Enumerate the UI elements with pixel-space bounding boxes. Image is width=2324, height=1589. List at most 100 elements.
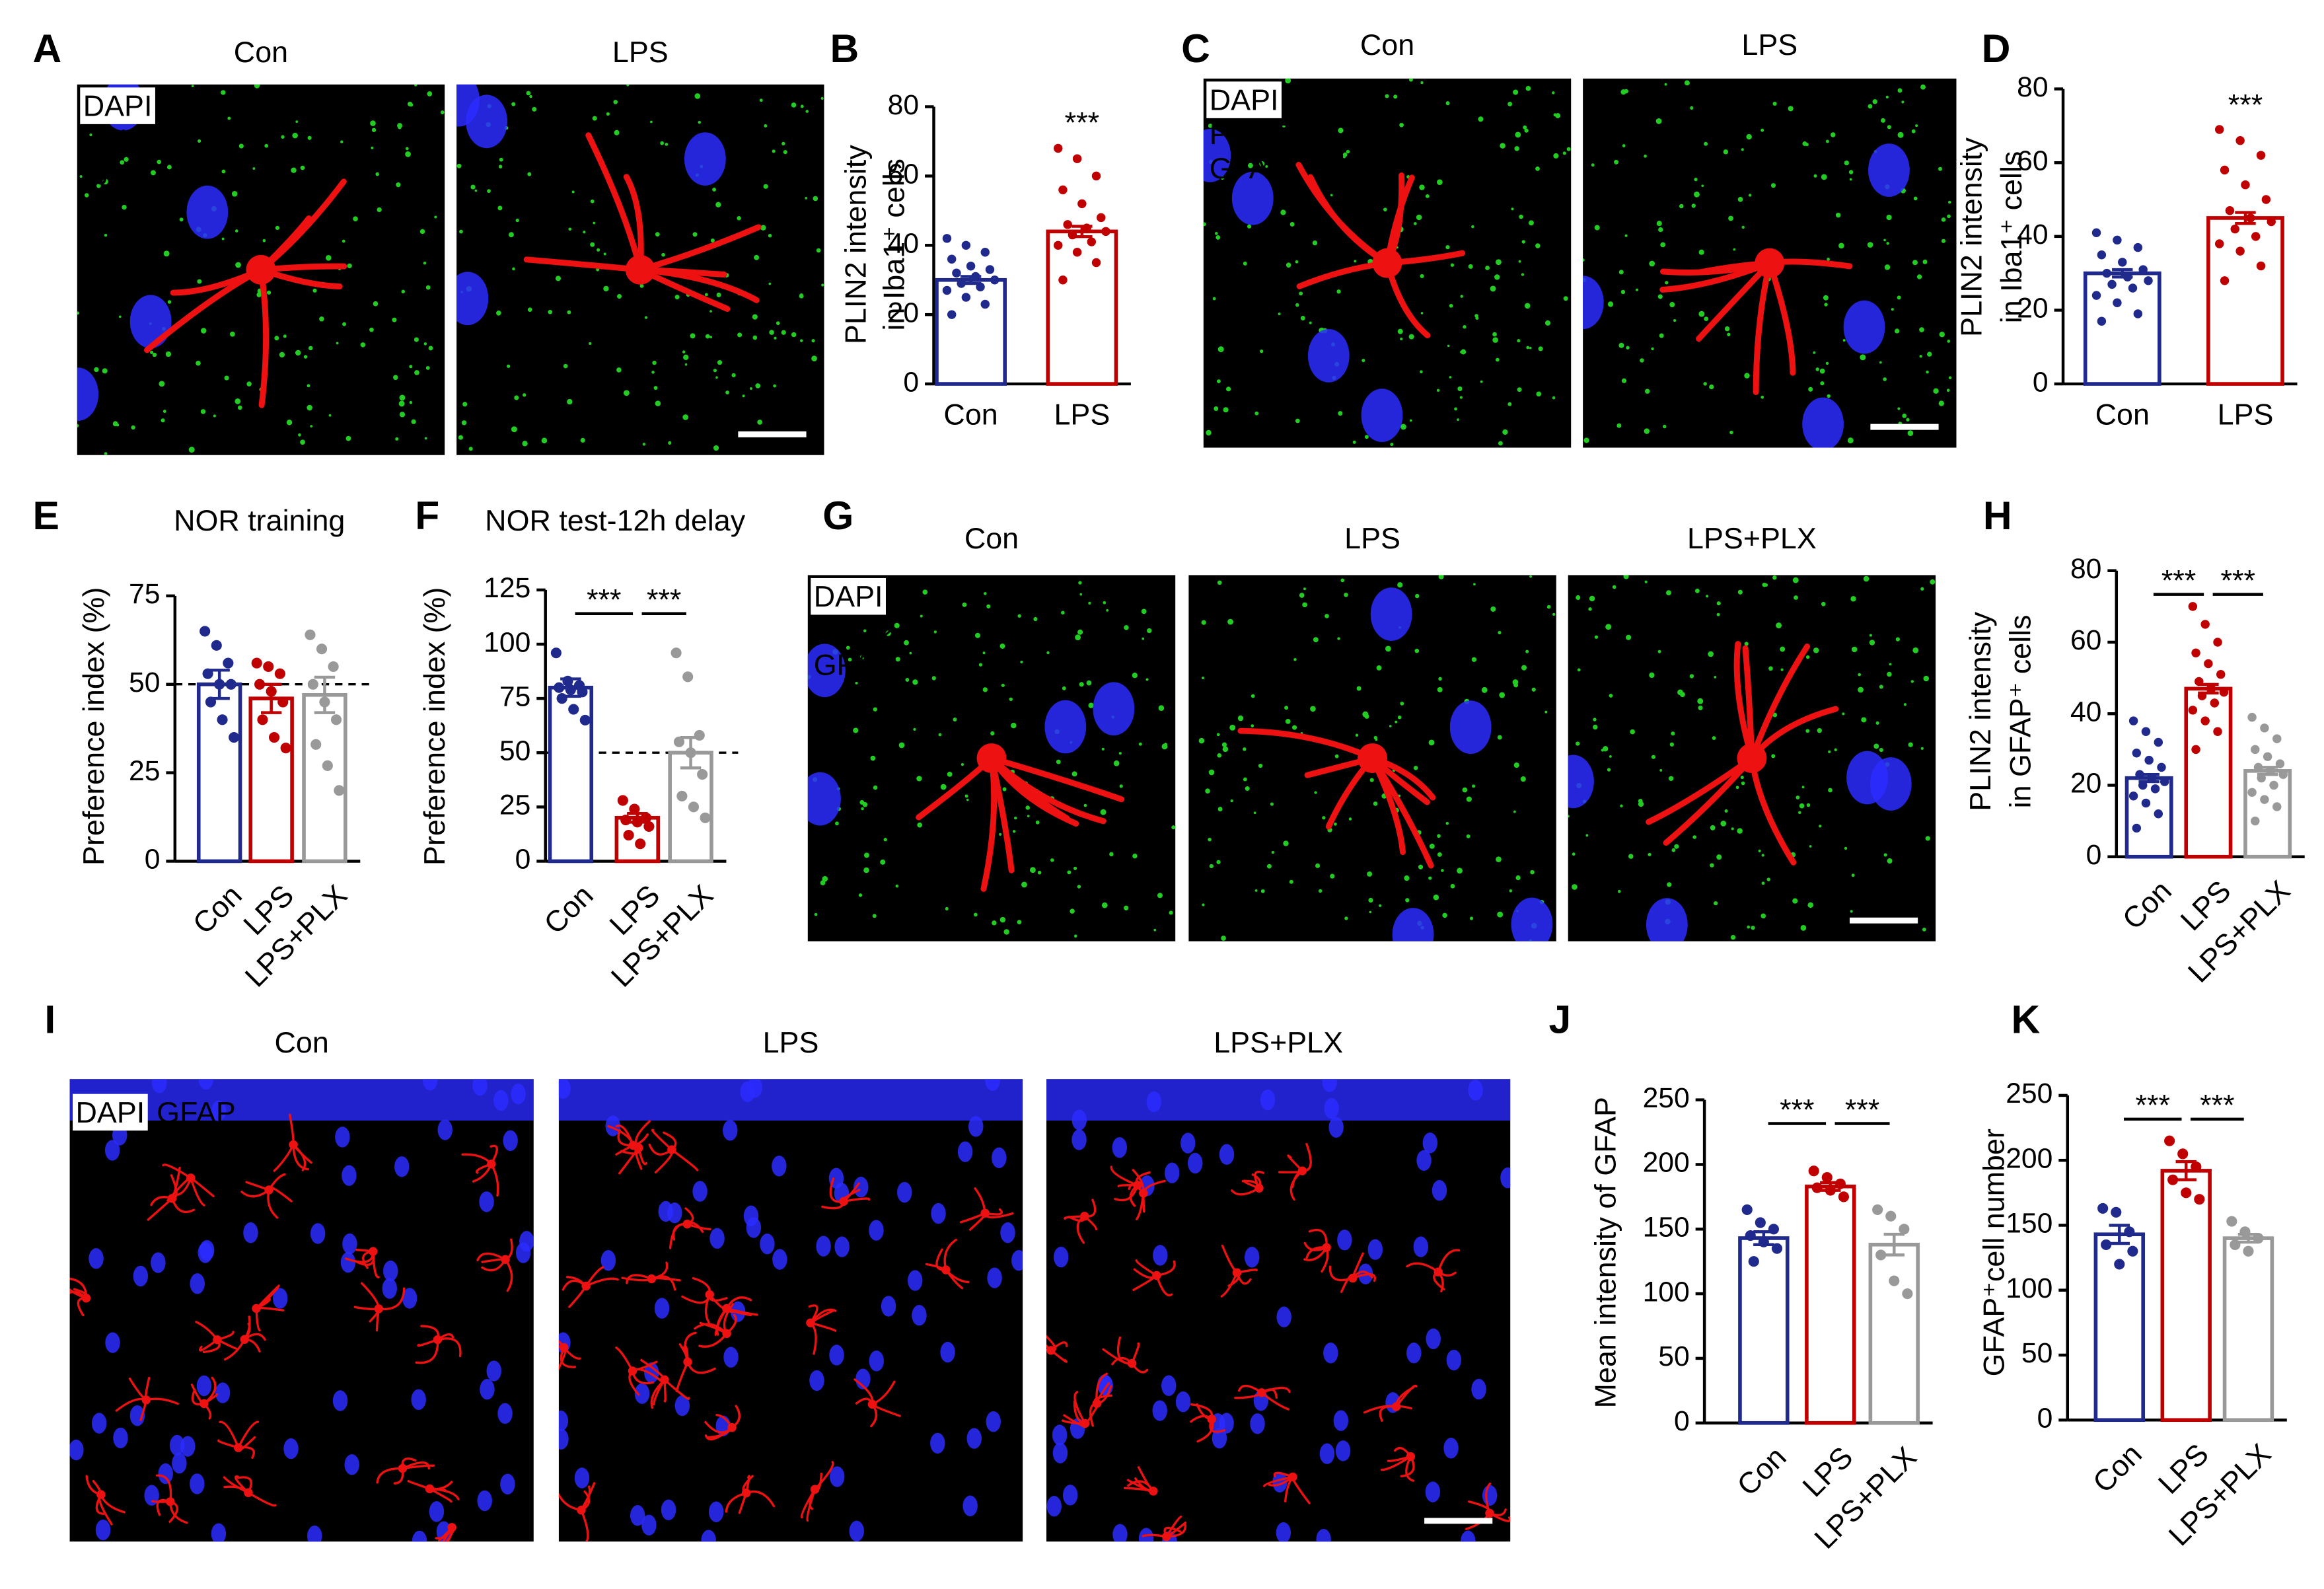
puncta	[1813, 647, 1819, 653]
x-tick-label: Con	[2086, 1437, 2148, 1499]
puncta	[1428, 739, 1435, 746]
puncta	[487, 189, 491, 194]
puncta	[532, 106, 537, 112]
nucleus	[272, 1288, 288, 1309]
soma	[1434, 1267, 1443, 1276]
data-point	[961, 293, 971, 302]
puncta	[1521, 240, 1525, 244]
puncta	[1438, 677, 1442, 681]
nucleus	[723, 1120, 738, 1141]
data-point	[2124, 1226, 2135, 1238]
data-point	[2157, 762, 2166, 772]
puncta	[165, 351, 172, 357]
puncta	[336, 342, 339, 345]
puncta	[1848, 170, 1854, 174]
puncta	[1887, 125, 1891, 129]
data-point	[952, 268, 961, 277]
puncta	[754, 254, 760, 260]
data-point	[568, 704, 579, 715]
puncta	[360, 342, 366, 348]
puncta	[1419, 184, 1425, 190]
puncta	[254, 84, 260, 89]
data-point	[640, 812, 652, 823]
soma	[628, 1140, 638, 1150]
nucleus	[283, 1438, 299, 1460]
channel-label: DAPI	[83, 89, 153, 123]
significance-label: ***	[2221, 564, 2255, 597]
puncta	[962, 602, 967, 607]
soma	[234, 1443, 243, 1452]
data-point	[673, 736, 685, 747]
soma	[141, 1395, 151, 1405]
puncta	[1106, 609, 1109, 612]
nucleus	[1392, 908, 1434, 942]
puncta	[983, 592, 987, 595]
puncta	[1920, 84, 1926, 90]
puncta	[870, 755, 876, 761]
data-point	[2154, 737, 2163, 747]
nucleus	[760, 1234, 775, 1255]
puncta	[1813, 174, 1817, 178]
nucleus	[1370, 587, 1412, 641]
puncta	[1747, 925, 1751, 929]
puncta	[1221, 936, 1226, 941]
bar	[2243, 769, 2292, 859]
puncta	[682, 414, 689, 420]
puncta	[821, 283, 824, 287]
puncta	[529, 94, 532, 98]
puncta	[509, 232, 514, 238]
data-point	[1838, 1191, 1849, 1202]
data-point	[2097, 250, 2107, 260]
puncta	[597, 248, 600, 252]
y-tick-label: 50	[499, 735, 530, 766]
cell-layer	[558, 1079, 1023, 1121]
puncta	[1208, 769, 1215, 776]
channel-label-box	[811, 577, 886, 615]
nucleus	[422, 1079, 438, 1091]
puncta	[1524, 303, 1531, 309]
soma	[213, 1335, 222, 1345]
puncta	[742, 394, 745, 398]
data-point	[2235, 246, 2245, 256]
soma	[264, 1185, 273, 1195]
nucleus	[634, 1383, 650, 1404]
puncta	[1344, 593, 1348, 597]
puncta	[1933, 388, 1939, 394]
puncta	[1077, 629, 1083, 635]
puncta	[1694, 191, 1700, 198]
data-point	[1811, 1182, 1823, 1193]
puncta	[163, 410, 166, 414]
puncta	[1692, 835, 1696, 839]
puncta	[1851, 646, 1858, 653]
nucleus	[912, 1305, 927, 1326]
process	[651, 1128, 673, 1151]
puncta	[440, 110, 445, 114]
soma	[581, 1281, 591, 1291]
nucleus	[1333, 1410, 1349, 1431]
nucleus	[574, 1467, 590, 1489]
data-point	[2200, 620, 2210, 629]
puncta	[274, 336, 279, 341]
puncta	[526, 91, 531, 96]
puncta	[1466, 834, 1471, 838]
column-title: LPS+PLX	[1214, 1025, 1343, 1059]
nucleus	[152, 1079, 167, 1093]
data-point	[2247, 788, 2257, 797]
data-point	[629, 803, 640, 815]
nucleus	[897, 1181, 912, 1203]
puncta	[1665, 281, 1669, 285]
puncta	[1698, 311, 1705, 317]
puncta	[1397, 582, 1403, 588]
significance-label: ***	[1065, 105, 1099, 139]
puncta	[1827, 394, 1831, 398]
nucleus	[479, 1191, 494, 1212]
puncta	[964, 794, 968, 798]
puncta	[1309, 321, 1312, 324]
puncta	[1437, 179, 1443, 186]
puncta	[1449, 376, 1452, 379]
puncta	[77, 424, 79, 427]
soma	[1372, 248, 1402, 278]
process	[1110, 1165, 1139, 1187]
data-point	[688, 801, 700, 813]
soma	[647, 1274, 657, 1284]
